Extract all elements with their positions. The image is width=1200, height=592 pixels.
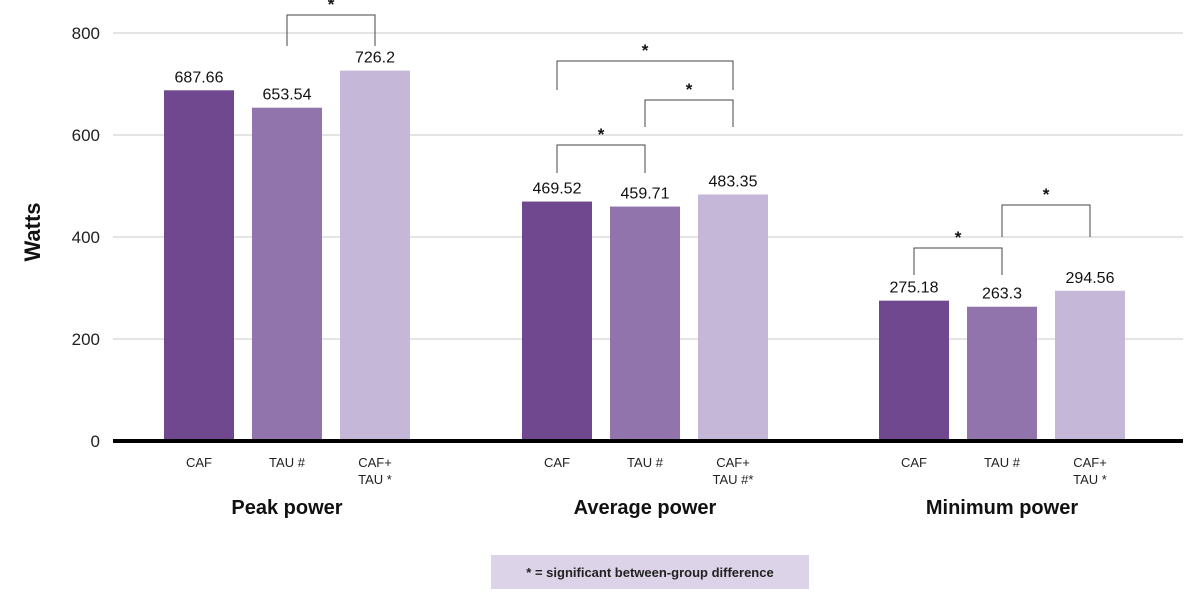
y-tick-label: 400 bbox=[72, 228, 100, 247]
category-label: CAF bbox=[544, 455, 570, 470]
group-label: Minimum power bbox=[926, 497, 1078, 519]
category-label: CAF bbox=[186, 455, 212, 470]
category-label: CAF+ bbox=[358, 455, 392, 470]
category-label: TAU * bbox=[1073, 472, 1107, 487]
significance-bracket bbox=[556, 60, 734, 90]
significance-bracket bbox=[1001, 204, 1091, 237]
category-label: TAU * bbox=[358, 472, 392, 487]
y-tick-label: 0 bbox=[91, 432, 100, 451]
significance-bracket bbox=[644, 99, 734, 127]
bar bbox=[967, 306, 1037, 441]
bar bbox=[522, 201, 592, 441]
significance-marker: * bbox=[955, 228, 962, 247]
labels: 0 200 400 600 800 Watts 687.66 CAF 653.54 TAU # 72… bbox=[20, 0, 1115, 519]
category-label: CAF bbox=[901, 455, 927, 470]
category-label: TAU # bbox=[984, 455, 1021, 470]
bar bbox=[879, 300, 949, 441]
category-label: TAU # bbox=[627, 455, 664, 470]
bar bbox=[164, 90, 234, 442]
y-axis-title: Watts bbox=[20, 202, 45, 261]
bar-value-label: 653.54 bbox=[263, 87, 312, 104]
group-label: Average power bbox=[574, 497, 717, 519]
significance-bracket bbox=[556, 144, 646, 173]
legend-note: * = significant between-group difference bbox=[491, 555, 809, 589]
legend-text: * = significant between-group difference bbox=[526, 564, 774, 580]
bar-value-label: 459.71 bbox=[621, 186, 670, 203]
significance-marker: * bbox=[598, 125, 605, 144]
group-label: Peak power bbox=[231, 497, 342, 519]
bar bbox=[340, 70, 410, 441]
bar-value-label: 687.66 bbox=[175, 69, 224, 86]
significance-marker: * bbox=[328, 0, 335, 14]
y-tick-label: 800 bbox=[72, 24, 100, 43]
bar-value-label: 469.52 bbox=[533, 181, 582, 198]
significance-marker: * bbox=[1043, 185, 1050, 204]
bar bbox=[1055, 290, 1125, 441]
bar-value-label: 483.35 bbox=[709, 173, 758, 190]
significance-brackets bbox=[286, 14, 1091, 275]
bar bbox=[698, 194, 768, 441]
significance-bracket bbox=[286, 14, 376, 46]
category-label: TAU #* bbox=[713, 472, 754, 487]
category-label: CAF+ bbox=[1073, 455, 1107, 470]
significance-marker: * bbox=[642, 41, 649, 60]
bar-value-label: 263.3 bbox=[982, 286, 1022, 303]
bar-value-label: 726.2 bbox=[355, 50, 395, 67]
significance-marker: * bbox=[686, 80, 693, 99]
y-tick-label: 200 bbox=[72, 330, 100, 349]
bars bbox=[113, 70, 1183, 443]
bar-value-label: 294.56 bbox=[1066, 270, 1115, 287]
y-tick-label: 600 bbox=[72, 126, 100, 145]
category-label: TAU # bbox=[269, 455, 306, 470]
significance-bracket bbox=[913, 247, 1003, 275]
bar bbox=[252, 107, 322, 441]
category-label: CAF+ bbox=[716, 455, 750, 470]
bar bbox=[610, 206, 680, 441]
bar-value-label: 275.18 bbox=[890, 280, 939, 297]
